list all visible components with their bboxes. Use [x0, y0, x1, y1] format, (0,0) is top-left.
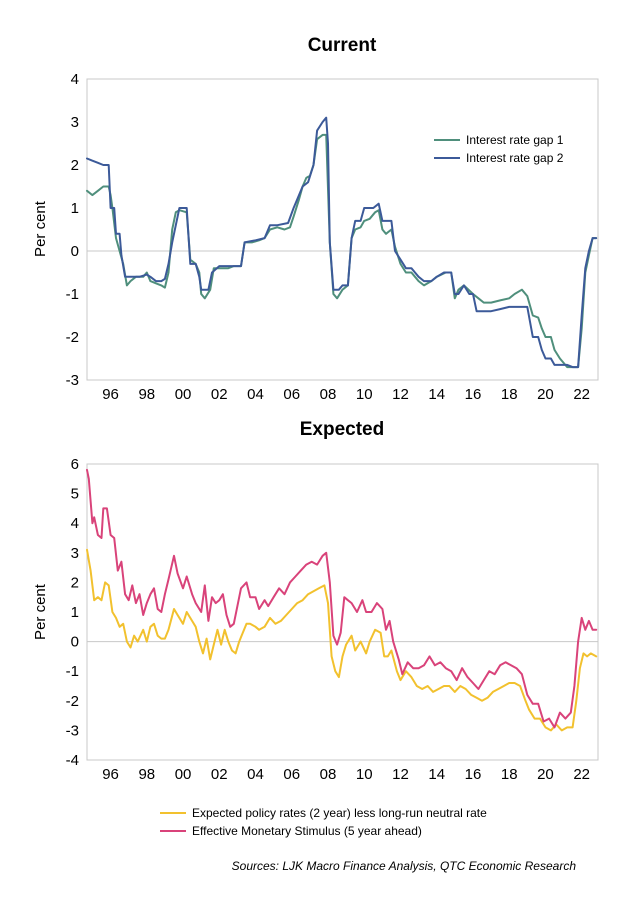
x-tick-label: 06 — [283, 386, 300, 403]
x-tick-label: 04 — [247, 766, 264, 783]
x-tick-label: 06 — [283, 766, 300, 783]
y-tick-label: -4 — [66, 752, 79, 769]
y-tick-label: -1 — [66, 286, 79, 303]
series-line-1 — [86, 548, 598, 732]
x-tick-label: 00 — [175, 386, 192, 403]
y-tick-label: -2 — [66, 693, 79, 710]
current-y-ticks: 4 3 2 1 0 -1 -2 -3 — [66, 71, 79, 389]
expected-y-axis-label: Per cent — [32, 583, 49, 640]
source-note: Sources: LJK Macro Finance Analysis, QTC… — [232, 859, 577, 873]
current-plot-area — [86, 78, 599, 381]
x-tick-label: 18 — [501, 386, 518, 403]
y-tick-label: -3 — [66, 722, 79, 739]
y-tick-label: 0 — [71, 243, 79, 260]
x-tick-label: 22 — [573, 766, 590, 783]
x-tick-label: 14 — [428, 386, 445, 403]
y-tick-label: 2 — [71, 157, 79, 174]
x-tick-label: 96 — [102, 386, 119, 403]
current-x-ticks: 96 98 00 02 04 06 08 10 12 14 16 18 20 22 — [102, 386, 590, 403]
y-tick-label: 3 — [71, 114, 79, 131]
current-legend: Interest rate gap 1 Interest rate gap 2 — [434, 133, 564, 165]
y-tick-label: -3 — [66, 372, 79, 389]
x-tick-label: 00 — [175, 766, 192, 783]
x-tick-label: 12 — [392, 766, 409, 783]
series-line-2 — [86, 468, 598, 729]
expected-series — [86, 468, 598, 732]
legend-label-effective-monetary-stimulus: Effective Monetary Stimulus (5 year ahea… — [192, 824, 422, 838]
x-tick-label: 08 — [320, 766, 337, 783]
x-tick-label: 96 — [102, 766, 119, 783]
legend-label-interest-rate-gap-2: Interest rate gap 2 — [466, 151, 564, 165]
current-y-axis-label: Per cent — [32, 200, 49, 257]
y-tick-label: 3 — [71, 545, 79, 562]
y-tick-label: 5 — [71, 486, 79, 503]
legend-label-interest-rate-gap-1: Interest rate gap 1 — [466, 133, 564, 147]
y-tick-label: 6 — [71, 456, 79, 473]
x-tick-label: 20 — [537, 766, 554, 783]
legend-label-expected-policy-rates: Expected policy rates (2 year) less long… — [192, 806, 487, 820]
current-series — [86, 116, 598, 369]
x-tick-label: 08 — [320, 386, 337, 403]
current-chart-title: Current — [308, 35, 377, 56]
y-tick-label: 2 — [71, 574, 79, 591]
expected-legend: Expected policy rates (2 year) less long… — [160, 806, 487, 838]
y-tick-label: 1 — [71, 200, 79, 217]
expected-y-ticks: 6 5 4 3 2 1 0 -1 -2 -3 -4 — [66, 456, 79, 769]
y-tick-label: 4 — [71, 71, 79, 88]
y-tick-label: -2 — [66, 329, 79, 346]
x-tick-label: 10 — [356, 386, 373, 403]
x-tick-label: 20 — [537, 386, 554, 403]
y-tick-label: 0 — [71, 634, 79, 651]
x-tick-label: 02 — [211, 766, 228, 783]
expected-x-ticks: 96 98 00 02 04 06 08 10 12 14 16 18 20 22 — [102, 766, 590, 783]
y-tick-label: -1 — [66, 663, 79, 680]
x-tick-label: 10 — [356, 766, 373, 783]
x-tick-label: 04 — [247, 386, 264, 403]
x-tick-label: 16 — [465, 766, 482, 783]
x-tick-label: 12 — [392, 386, 409, 403]
x-tick-label: 02 — [211, 386, 228, 403]
x-tick-label: 22 — [573, 386, 590, 403]
x-tick-label: 18 — [501, 766, 518, 783]
x-tick-label: 14 — [428, 766, 445, 783]
x-tick-label: 98 — [138, 766, 155, 783]
series-line-2 — [86, 116, 598, 369]
y-tick-label: 4 — [71, 515, 79, 532]
x-tick-label: 16 — [465, 386, 482, 403]
y-tick-label: 1 — [71, 604, 79, 621]
expected-chart-title: Expected — [300, 419, 384, 440]
x-tick-label: 98 — [138, 386, 155, 403]
